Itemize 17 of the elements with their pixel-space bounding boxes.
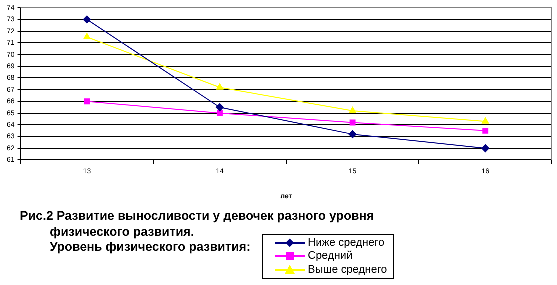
point bbox=[216, 84, 224, 90]
point bbox=[216, 104, 224, 112]
legend-label: Средний bbox=[308, 250, 353, 262]
text: Рис.2 Развитие выносливости у девочек разного уровня физического развития. bbox=[20, 209, 374, 239]
point bbox=[84, 33, 91, 40]
legend-label: Выше среднего bbox=[308, 264, 388, 276]
point bbox=[349, 107, 356, 114]
point bbox=[348, 130, 357, 138]
legend-label: Ниже среднего bbox=[308, 236, 385, 249]
point bbox=[482, 144, 490, 152]
point bbox=[217, 110, 223, 116]
point bbox=[350, 120, 356, 126]
point bbox=[482, 128, 489, 134]
legend-title: Уровень физического развития: bbox=[50, 240, 251, 254]
point bbox=[84, 98, 90, 105]
point bbox=[482, 118, 490, 124]
point bbox=[83, 16, 92, 24]
